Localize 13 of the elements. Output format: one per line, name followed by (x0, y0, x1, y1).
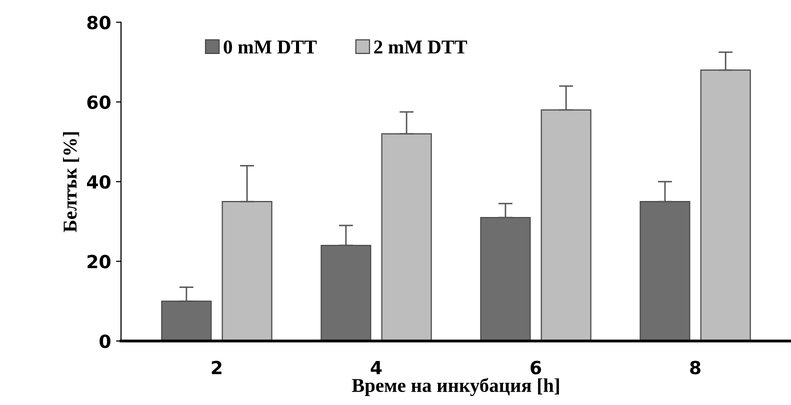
x-tick-label: 6 (530, 360, 542, 374)
y-tick-label: 80 (87, 16, 110, 30)
x-tick-label: 8 (690, 360, 700, 374)
x-tick-label: 4 (370, 361, 382, 374)
x-axis-title: Време на инкубация [h] (352, 378, 559, 396)
y-axis-title: Белтък [%] (62, 132, 80, 232)
x-tick-label: 2 (212, 360, 222, 374)
y-tick-label: 20 (88, 254, 110, 268)
y-tick-label: 0 (100, 334, 110, 348)
y-tick-label: 60 (87, 95, 110, 110)
legend-label: 2 mM DTT (374, 40, 468, 54)
legend-label: 0 mM DTT (224, 40, 317, 54)
y-tick-label: 40 (86, 175, 110, 189)
